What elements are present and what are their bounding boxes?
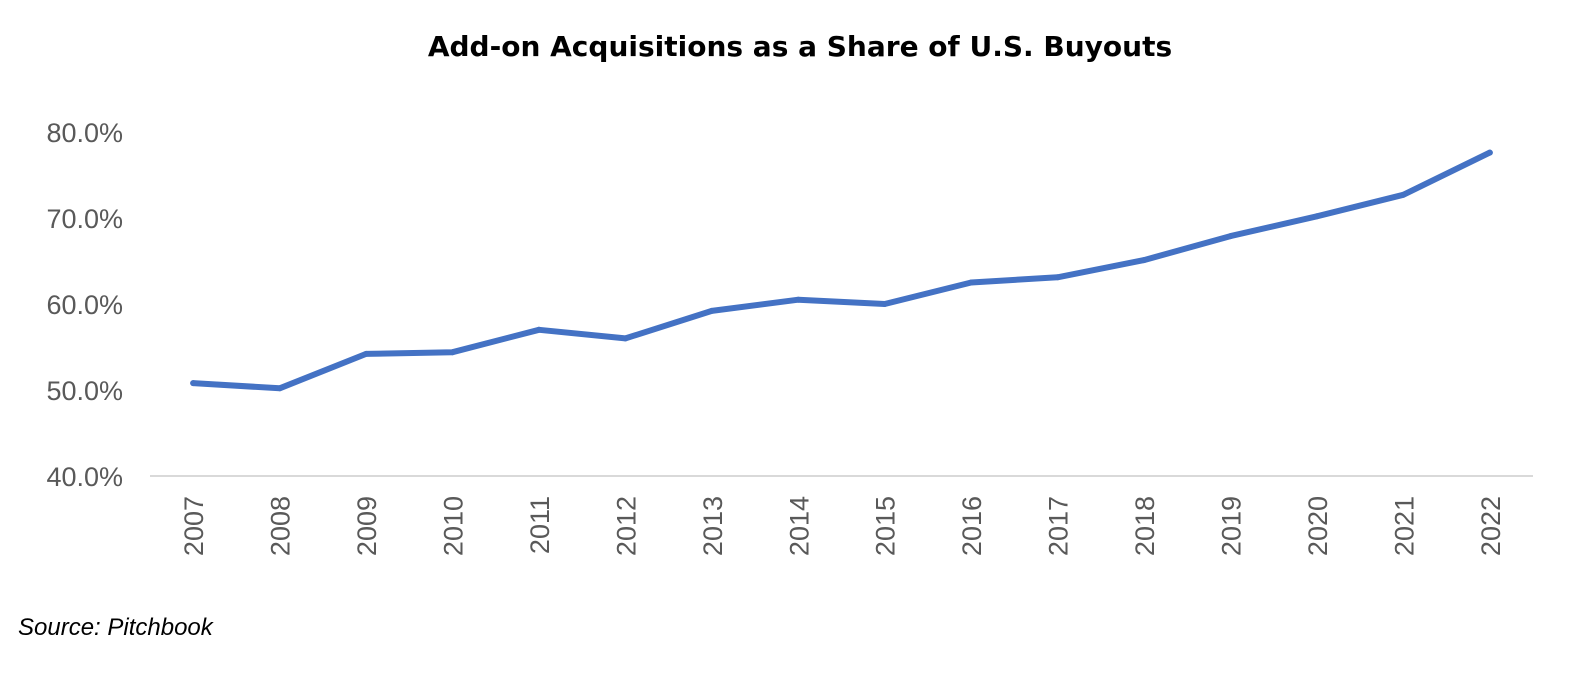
- x-tick-label: 2012: [611, 496, 641, 556]
- series-line: [190, 149, 1493, 392]
- data-point: [536, 326, 542, 333]
- data-point: [881, 301, 888, 307]
- data-point: [1054, 274, 1061, 281]
- data-point: [276, 385, 283, 392]
- x-tick-label: 2009: [352, 496, 382, 556]
- data-point: [622, 335, 629, 342]
- data-point: [363, 350, 370, 357]
- x-tick-label: 2007: [179, 496, 209, 556]
- source-note: Source: Pitchbook: [18, 614, 213, 641]
- x-tick-label: 2016: [957, 496, 987, 556]
- data-point: [449, 349, 456, 356]
- y-tick-label: 40.0%: [46, 462, 123, 492]
- y-tick-label: 70.0%: [46, 204, 123, 234]
- x-tick-label: 2010: [439, 496, 469, 556]
- x-axis: 2007 2008 2009 2010 2011 2012 2013 2014 2015 2016…: [179, 496, 1506, 556]
- data-point: [708, 307, 715, 314]
- x-tick-label: 2014: [784, 496, 814, 556]
- x-tick-label: 2008: [266, 496, 296, 556]
- x-tick-label: 2020: [1303, 496, 1333, 556]
- x-tick-label: 2017: [1044, 496, 1074, 556]
- data-point: [1227, 233, 1234, 240]
- series-layer: [190, 149, 1493, 392]
- y-axis: 40.0% 50.0% 60.0% 70.0% 80.0%: [46, 118, 123, 492]
- x-tick-label: 2015: [871, 496, 901, 556]
- chart-title: Add-on Acquisitions as a Share of U.S. B…: [428, 30, 1172, 63]
- data-point: [968, 279, 975, 286]
- x-tick-label: 2013: [698, 496, 728, 556]
- data-point: [1141, 257, 1147, 264]
- x-tick-label: 2022: [1476, 496, 1506, 556]
- y-tick-label: 50.0%: [46, 376, 123, 406]
- data-point: [1486, 149, 1493, 156]
- data-point: [1313, 213, 1320, 220]
- data-point: [795, 296, 802, 303]
- data-point: [1400, 191, 1407, 198]
- data-point: [190, 380, 197, 387]
- x-tick-label: 2019: [1216, 496, 1246, 556]
- y-tick-label: 60.0%: [46, 290, 123, 320]
- x-tick-label: 2011: [525, 496, 555, 554]
- x-tick-label: 2021: [1389, 496, 1419, 556]
- y-tick-label: 80.0%: [46, 118, 123, 148]
- x-tick-label: 2018: [1130, 496, 1160, 556]
